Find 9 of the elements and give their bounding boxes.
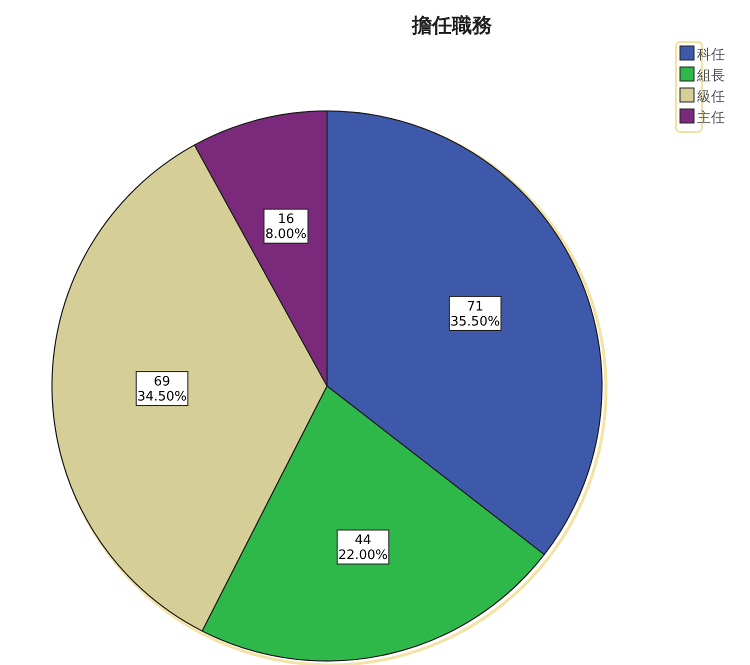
legend-label: 科任: [697, 47, 725, 63]
data-label: 16 8.00%: [265, 212, 307, 242]
data-label: 69 34.50%: [137, 374, 187, 405]
data-label: 71 35.50%: [450, 299, 500, 330]
legend-label: 級任: [697, 89, 725, 105]
chart-title: 擔任職務: [411, 13, 492, 37]
legend-label: 組長: [696, 68, 725, 84]
legend-label: 主任: [697, 110, 725, 126]
data-label: 44 22.00%: [338, 533, 388, 564]
